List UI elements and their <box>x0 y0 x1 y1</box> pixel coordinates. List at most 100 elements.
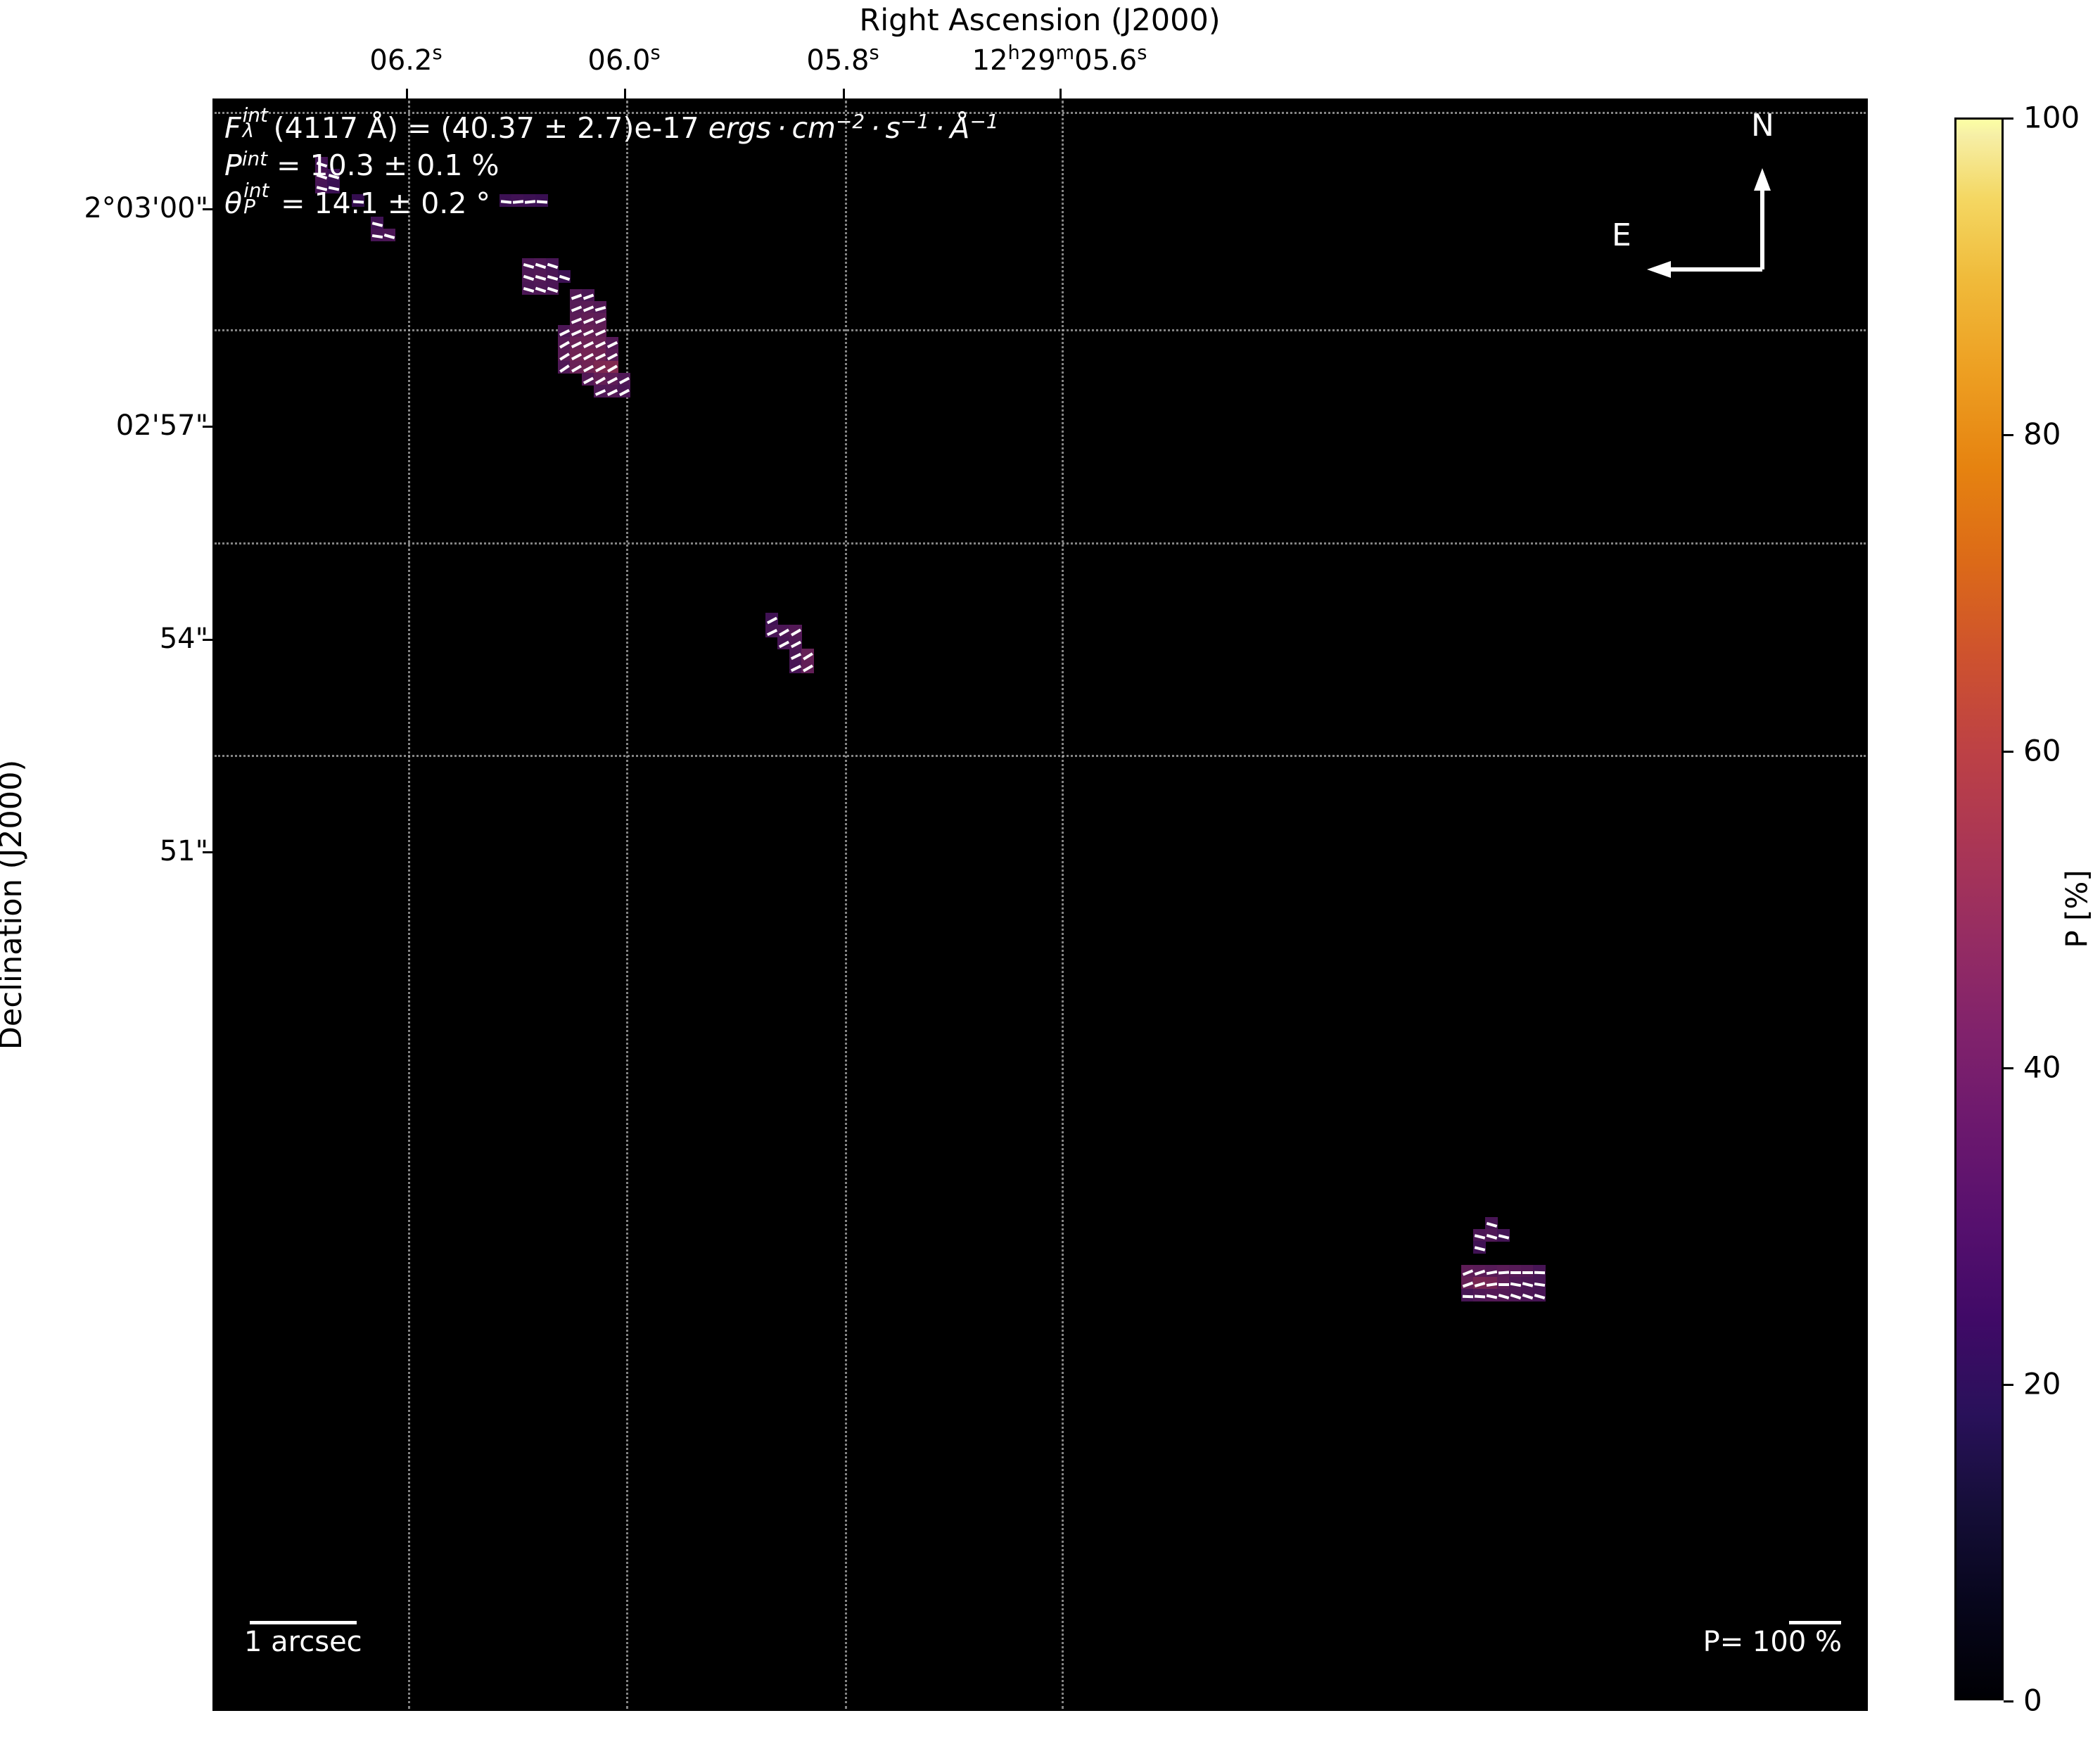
polarization-vector <box>606 388 618 397</box>
polarization-cell <box>582 337 594 350</box>
colorbar[interactable] <box>1954 117 2004 1700</box>
polarization-cell <box>1473 1241 1486 1254</box>
gridline-vertical <box>626 101 628 1709</box>
polarization-cell <box>1497 1265 1510 1278</box>
polarization-cell <box>558 337 571 350</box>
polarization-cell <box>765 625 778 637</box>
polarization-cell <box>618 373 630 386</box>
polarization-cell <box>594 337 606 350</box>
polarization-vector <box>571 352 582 361</box>
polarization-vector <box>1474 1282 1485 1287</box>
polarization-cell <box>594 385 606 397</box>
polarization-cell <box>522 282 535 295</box>
polarization-vector <box>571 340 582 349</box>
gridline-horizontal <box>215 755 1866 757</box>
y-tick-label-3: 54" <box>159 623 208 655</box>
colorbar-gradient <box>1956 120 2002 1698</box>
polarization-vector <box>583 329 594 336</box>
polarization-cell <box>1473 1229 1486 1242</box>
polarization-vector <box>1534 1294 1545 1299</box>
y-tick-label-1: 2°03'00" <box>84 192 208 224</box>
polarization-vector <box>371 234 383 239</box>
colorbar-tick-mark <box>2004 751 2013 753</box>
polarization-cell <box>1485 1277 1498 1290</box>
polarization-cell <box>1497 1277 1510 1290</box>
gridline-horizontal <box>215 112 1866 114</box>
polarization-cell <box>1533 1277 1546 1290</box>
polarization-vector <box>594 352 606 361</box>
compass-north-label: N <box>1751 108 1774 144</box>
polarization-vector <box>571 364 582 373</box>
polarization-vector <box>583 376 594 385</box>
y-tick-mark <box>203 639 212 641</box>
polarization-cell <box>582 289 594 302</box>
compass-rose: N E <box>1612 108 1799 282</box>
polarization-cell <box>1509 1277 1522 1290</box>
polarization-vector <box>594 364 606 373</box>
polarization-cell <box>1485 1217 1498 1230</box>
polarization-vector <box>606 376 618 385</box>
polarization-cell <box>535 194 548 207</box>
polarization-cell <box>1461 1265 1474 1278</box>
colorbar-title: P [%] <box>2059 870 2094 948</box>
polarization-cell <box>522 270 535 283</box>
polarization-vector <box>778 640 789 649</box>
polarization-vector <box>1486 1222 1497 1228</box>
polarization-cell <box>534 282 547 295</box>
polarization-vector <box>1474 1294 1485 1299</box>
polarization-vector <box>559 329 570 337</box>
polarization-cell <box>1509 1289 1522 1301</box>
polarization-vector <box>618 376 630 385</box>
polarization-vector <box>1534 1271 1545 1275</box>
polarization-vector <box>790 652 801 661</box>
polarization-cell <box>570 313 583 326</box>
polarization-cell <box>570 361 583 374</box>
colorbar-tick-mark <box>2004 1700 2013 1702</box>
gridline-horizontal <box>215 542 1866 545</box>
polarization-cell <box>606 337 618 350</box>
y-tick-mark <box>203 851 212 853</box>
gridline-vertical <box>1062 101 1064 1709</box>
polarization-cell <box>582 349 594 362</box>
polarization-vector <box>594 376 606 385</box>
polarization-vector <box>594 306 606 312</box>
polarization-vector <box>1486 1294 1497 1299</box>
polarization-vector <box>1486 1234 1497 1240</box>
polarization-vector <box>766 628 777 637</box>
x-tick-label-4: 12h29m05.6s <box>972 42 1147 77</box>
polarization-cell <box>1509 1265 1522 1278</box>
polarization-vector <box>547 262 558 269</box>
polarization-vector <box>523 287 534 293</box>
polarization-cell <box>315 169 328 182</box>
polarization-cell <box>546 282 559 295</box>
polarization-vector <box>583 317 594 324</box>
polarization-cell <box>765 613 778 625</box>
polarization-cell <box>1473 1289 1486 1301</box>
x-tick-label-1: 06.2s <box>369 42 443 77</box>
polarization-cell <box>1461 1277 1474 1290</box>
polarization-vector <box>790 664 801 673</box>
polarization-vector <box>766 616 777 625</box>
colorbar-tick-label: 80 <box>2023 416 2061 452</box>
polarization-vector <box>1498 1271 1509 1275</box>
polarization-cell <box>777 637 790 649</box>
x-tick-mark <box>624 89 626 98</box>
scale-bar-line <box>250 1621 357 1624</box>
polarization-cell <box>594 373 606 386</box>
polarization-vector <box>606 364 618 373</box>
polarization-cell <box>1473 1265 1486 1278</box>
colorbar-tick-label: 100 <box>2023 100 2080 135</box>
polarization-cell <box>1485 1289 1498 1301</box>
polarization-cell <box>570 349 583 362</box>
polarization-cell <box>546 270 559 283</box>
polarization-cell <box>594 349 606 362</box>
polarization-cell <box>789 661 802 673</box>
polarization-vector <box>594 389 606 396</box>
polarization-vector <box>1498 1294 1509 1299</box>
polarization-legend: P= 100 % <box>1703 1621 1842 1658</box>
polarization-cell <box>606 385 618 397</box>
scale-bar: 1 arcsec <box>244 1621 362 1658</box>
scale-bar-label: 1 arcsec <box>244 1626 362 1658</box>
